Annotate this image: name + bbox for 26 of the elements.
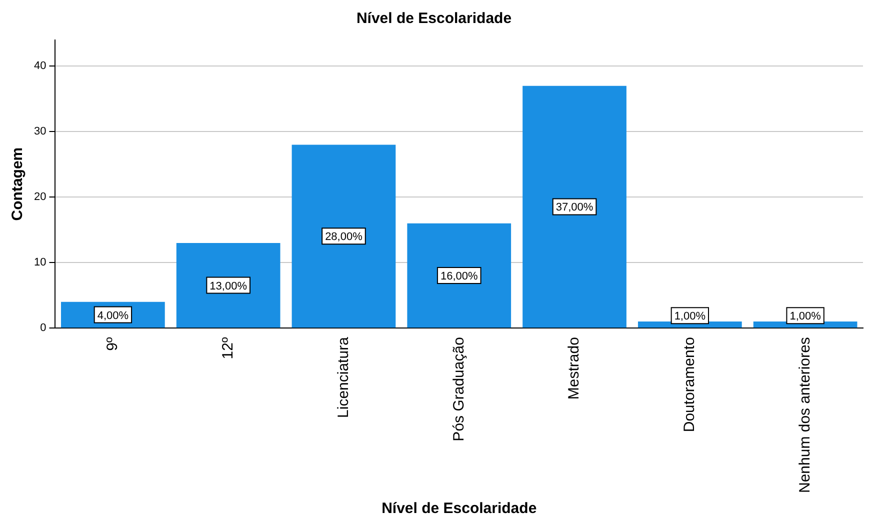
x-tick-label: 9º <box>104 336 122 351</box>
y-axis-title: Contagem <box>9 147 26 221</box>
data-label: 28,00% <box>325 231 363 244</box>
y-tick-label: 20 <box>34 191 46 204</box>
y-tick-label: 0 <box>40 322 46 334</box>
data-label: 1,00% <box>790 310 822 323</box>
x-tick-label: Pós Graduação <box>450 337 468 442</box>
data-label: 1,00% <box>674 310 706 323</box>
data-label: 16,00% <box>440 270 478 282</box>
x-tick-label: Doutoramento <box>681 337 698 432</box>
chart-title: Nível de Escolaridade <box>356 10 512 28</box>
x-tick-label: Nenhum dos anteriores <box>796 337 814 494</box>
x-tick-label: 12º <box>219 336 236 360</box>
bar <box>407 223 512 328</box>
data-label: 13,00% <box>210 280 248 292</box>
y-tick-label: 10 <box>34 256 46 269</box>
data-label: 37,00% <box>556 202 594 214</box>
x-axis-title: Nível de Escolaridade <box>382 500 537 518</box>
bar <box>176 242 280 328</box>
bar <box>292 144 396 328</box>
x-tick-label: Licenciatura <box>334 336 352 418</box>
data-label: 4,00% <box>97 310 129 322</box>
y-tick-label: 30 <box>34 126 46 138</box>
bar <box>522 86 626 328</box>
y-tick-label: 40 <box>34 60 46 72</box>
x-tick-label: Mestrado <box>566 337 583 400</box>
